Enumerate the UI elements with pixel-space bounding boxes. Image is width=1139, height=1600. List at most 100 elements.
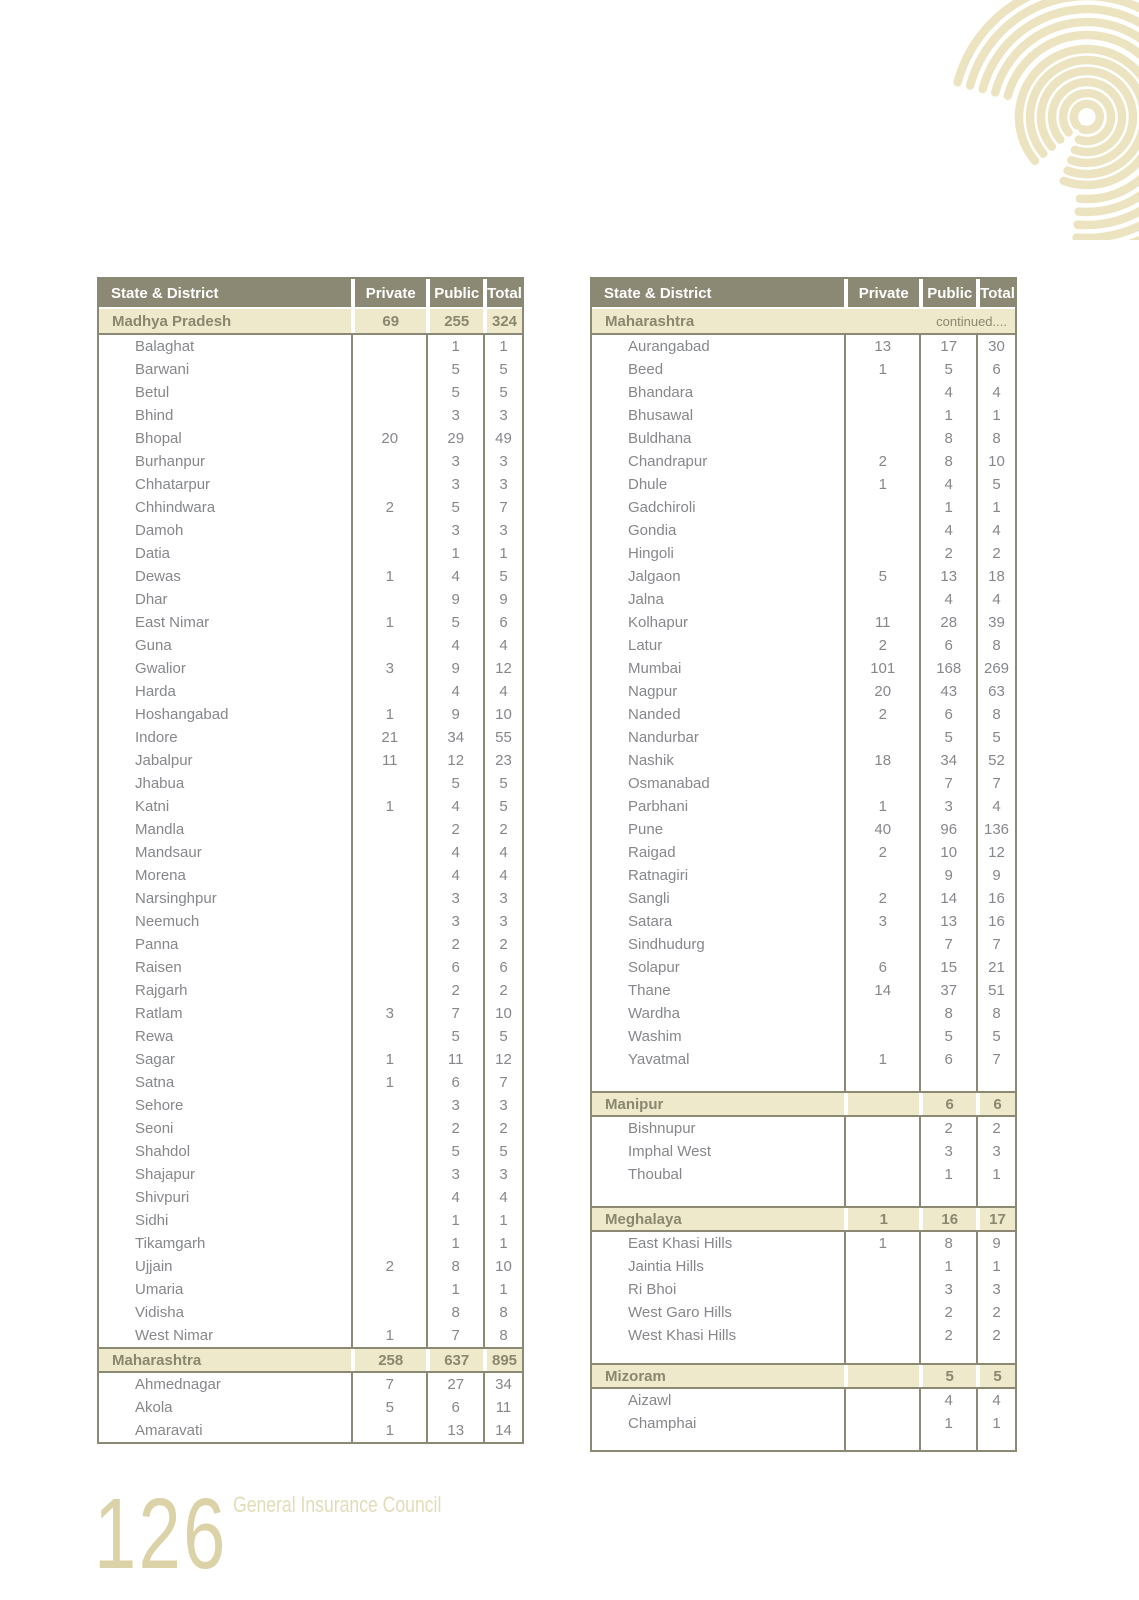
district-name-cell: Betul — [135, 384, 170, 401]
state-total-row: Maharashtra 258 637 895 — [99, 1347, 522, 1373]
district-name-cell: Bhandara — [628, 384, 694, 401]
district-name-cell: Sangli — [628, 890, 670, 907]
district-name-cell: Seoni — [135, 1120, 174, 1137]
district-row: Nashik 18 34 52 — [592, 749, 1015, 772]
arc-stroke — [1025, 55, 1139, 179]
district-row: Imphal West 3 3 — [592, 1140, 1015, 1163]
district-name-cell: Dhar — [135, 591, 168, 608]
private-cell — [351, 818, 426, 841]
private-cell — [351, 1232, 426, 1255]
public-cell: 3 — [919, 1278, 976, 1301]
district-row: Rewa 5 5 — [99, 1025, 522, 1048]
spacer-row — [592, 1186, 1015, 1206]
total-cell: 8 — [483, 1301, 522, 1324]
private-cell — [844, 381, 919, 404]
public-cell: 4 — [426, 1186, 483, 1209]
district-row: Katni 1 4 5 — [99, 795, 522, 818]
state-public-cell: 637 — [426, 1349, 483, 1371]
district-row: Indore 21 34 55 — [99, 726, 522, 749]
public-cell: 6 — [919, 634, 976, 657]
public-cell: 2 — [919, 1117, 976, 1140]
district-row: Jalna 4 4 — [592, 588, 1015, 611]
district-row: Dhar 9 9 — [99, 588, 522, 611]
private-cell: 1 — [351, 1048, 426, 1071]
district-name-cell: Gwalior — [135, 660, 186, 677]
private-cell — [351, 1278, 426, 1301]
district-row: Betul 5 5 — [99, 381, 522, 404]
public-cell: 8 — [919, 427, 976, 450]
private-cell: 1 — [351, 1071, 426, 1094]
district-row: Raigad 2 10 12 — [592, 841, 1015, 864]
state-public-cell: 16 — [919, 1208, 976, 1230]
total-cell: 3 — [976, 1140, 1015, 1163]
district-name-cell: Jabalpur — [135, 752, 193, 769]
district-row: Wardha 8 8 — [592, 1002, 1015, 1025]
private-cell — [351, 358, 426, 381]
district-name-cell: Nanded — [628, 706, 681, 723]
total-cell: 4 — [483, 864, 522, 887]
total-cell: 7 — [976, 772, 1015, 795]
private-cell — [351, 473, 426, 496]
state-total-cell: 5 — [976, 1365, 1015, 1387]
public-cell: 29 — [426, 427, 483, 450]
district-row: Champhai 1 1 — [592, 1412, 1015, 1435]
district-name-cell: Satara — [628, 913, 673, 930]
district-row: Vidisha 8 8 — [99, 1301, 522, 1324]
total-cell: 1 — [976, 404, 1015, 427]
total-cell: 11 — [483, 1396, 522, 1419]
total-cell: 136 — [976, 818, 1015, 841]
public-cell: 96 — [919, 818, 976, 841]
public-cell: 2 — [426, 1117, 483, 1140]
private-cell — [844, 1140, 919, 1163]
district-name-cell: Ri Bhoi — [628, 1281, 677, 1298]
district-name-cell: West Khasi Hills — [628, 1327, 737, 1344]
district-row: Barwani 5 5 — [99, 358, 522, 381]
district-row: Sidhi 1 1 — [99, 1209, 522, 1232]
total-cell: 5 — [976, 1025, 1015, 1048]
district-name-cell: Washim — [628, 1028, 682, 1045]
private-cell: 5 — [351, 1396, 426, 1419]
private-cell: 1 — [351, 795, 426, 818]
total-cell: 16 — [976, 887, 1015, 910]
public-cell: 4 — [426, 565, 483, 588]
total-cell: 18 — [976, 565, 1015, 588]
private-cell — [844, 496, 919, 519]
public-cell: 14 — [919, 887, 976, 910]
total-cell: 1 — [483, 1232, 522, 1255]
header-total: Total — [976, 279, 1015, 307]
public-cell: 4 — [919, 1389, 976, 1412]
private-cell: 1 — [351, 1324, 426, 1347]
district-row: Bhusawal 1 1 — [592, 404, 1015, 427]
public-cell: 15 — [919, 956, 976, 979]
public-cell: 34 — [426, 726, 483, 749]
district-row: Hingoli 2 2 — [592, 542, 1015, 565]
private-cell — [844, 542, 919, 565]
district-name-cell: Gadchiroli — [628, 499, 696, 516]
district-name-cell: Nandurbar — [628, 729, 699, 746]
public-cell: 4 — [426, 680, 483, 703]
total-cell: 5 — [976, 473, 1015, 496]
public-cell: 8 — [426, 1301, 483, 1324]
district-name-cell: Osmanabad — [628, 775, 710, 792]
district-name-cell: East Nimar — [135, 614, 210, 631]
private-cell: 1 — [351, 565, 426, 588]
private-cell — [351, 910, 426, 933]
district-name-cell: Harda — [135, 683, 176, 700]
total-cell: 1 — [483, 1278, 522, 1301]
district-row: Ri Bhoi 3 3 — [592, 1278, 1015, 1301]
private-cell — [351, 1140, 426, 1163]
total-cell: 3 — [483, 1094, 522, 1117]
public-cell: 43 — [919, 680, 976, 703]
public-cell: 2 — [919, 542, 976, 565]
district-name-cell: Kolhapur — [628, 614, 689, 631]
public-cell: 4 — [426, 634, 483, 657]
district-name-cell: Chandrapur — [628, 453, 708, 470]
state-total-cell: 6 — [976, 1093, 1015, 1115]
district-row: Akola 5 6 11 — [99, 1396, 522, 1419]
state-private-cell — [844, 1365, 919, 1387]
district-row: Aurangabad 13 17 30 — [592, 335, 1015, 358]
district-name-cell: Jaintia Hills — [628, 1258, 704, 1275]
public-cell: 1 — [919, 496, 976, 519]
district-row: Ratnagiri 9 9 — [592, 864, 1015, 887]
district-name-cell: Burhanpur — [135, 453, 206, 470]
